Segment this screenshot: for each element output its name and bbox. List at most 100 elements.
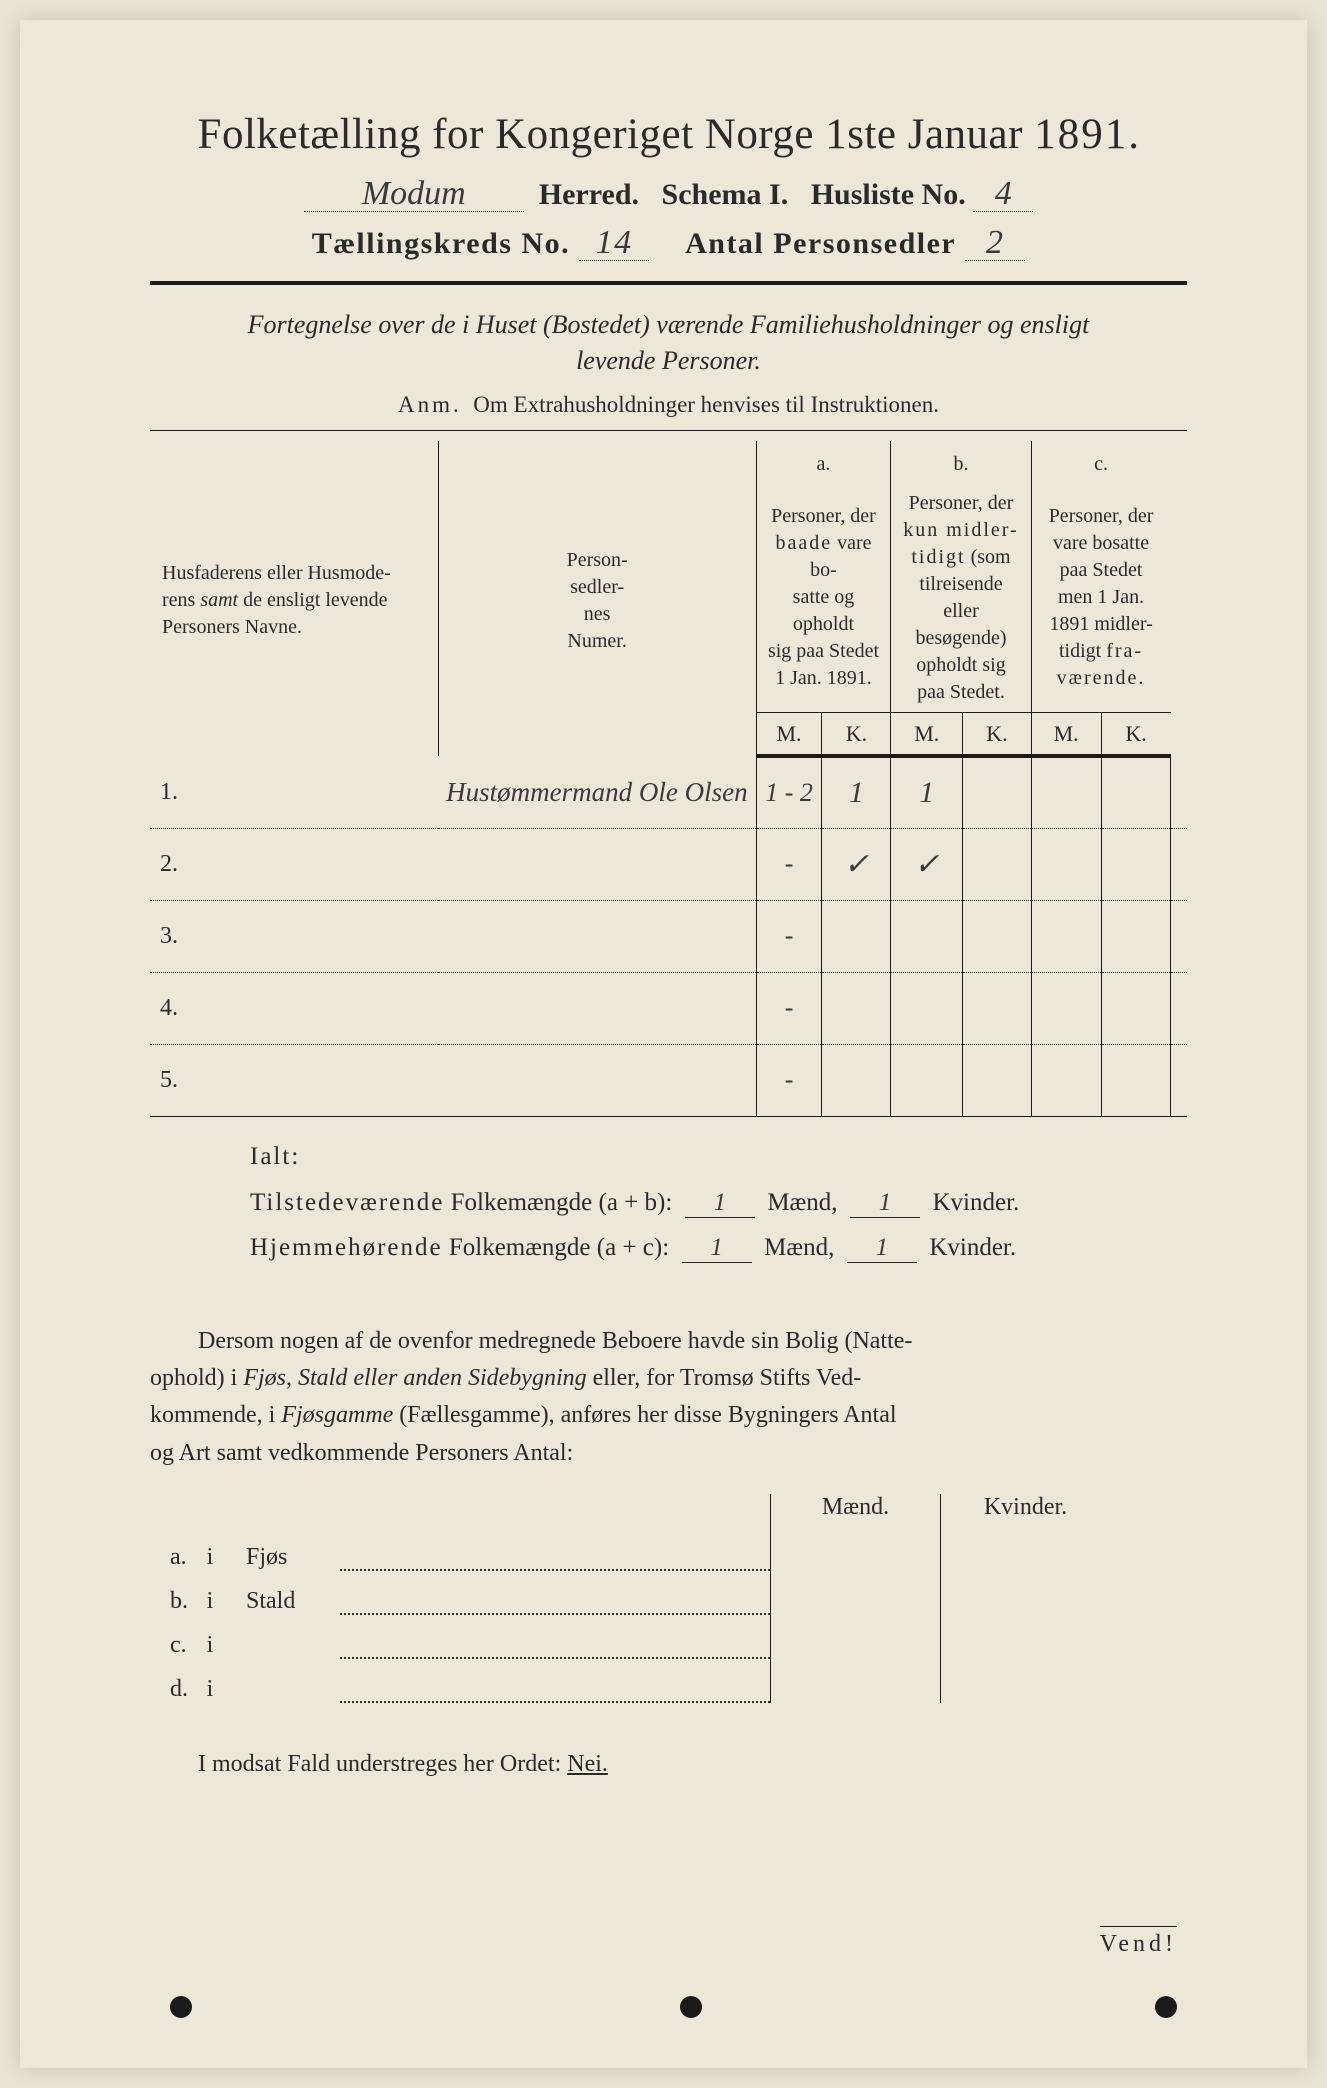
household-table: Husfaderens eller Husmode- rens samt de …: [150, 441, 1187, 1117]
fjos-letter: a.: [150, 1544, 190, 1571]
bK-cell: [1031, 972, 1101, 1044]
a-l4: sig paa Stedet: [768, 640, 879, 662]
col-a-desc: Personer, der baade vare bo- satte og op…: [756, 484, 891, 713]
fjos-letter: b.: [150, 1588, 190, 1615]
name-cell: [438, 1044, 756, 1116]
row-number: 4.: [150, 972, 438, 1044]
fjos-i: i: [190, 1676, 230, 1703]
sedler-label: Antal Personsedler: [685, 227, 956, 260]
sum1-sp: Tilstedeværende: [250, 1189, 444, 1216]
kreds-value: 14: [579, 226, 649, 261]
aK-cell: ✓: [891, 828, 963, 900]
fjos-i: i: [190, 1544, 230, 1571]
col-num-l2: sedler-: [570, 576, 624, 598]
b-l5: eller: [943, 600, 979, 622]
fjos-letter: d.: [150, 1676, 190, 1703]
fjos-what: Fjøs: [230, 1544, 340, 1571]
fjos-k-cell: [940, 1527, 1110, 1571]
fjos-row: d.i: [150, 1659, 1187, 1703]
fjos-k-cell: [940, 1571, 1110, 1615]
sedler-value: 2: [965, 226, 1025, 261]
a-l1: Personer, der: [771, 505, 876, 527]
ialt-label: Ialt:: [250, 1143, 1187, 1171]
sum2-rest: Folkemængde (a + c):: [443, 1234, 670, 1261]
sum2-k: 1: [847, 1234, 917, 1263]
dersom-l2a: ophold) i: [150, 1365, 243, 1391]
dersom-l4: og Art samt vedkommende Personers Antal:: [150, 1440, 573, 1466]
a-l2a: baade: [775, 532, 832, 554]
a-M: M.: [756, 712, 822, 756]
c-K: K.: [1101, 712, 1170, 756]
bM-cell: [963, 1044, 1031, 1116]
c-l1: Personer, der: [1049, 505, 1154, 527]
dersom-l3a: kommende, i: [150, 1402, 281, 1428]
modsat-nei: Nei.: [567, 1751, 608, 1777]
fjos-row: a.iFjøs: [150, 1527, 1187, 1571]
fjos-k-cell: [940, 1615, 1110, 1659]
col-c-desc: Personer, der vare bosatte paa Stedet me…: [1031, 484, 1170, 713]
modsat-pre: I modsat Fald understreges her Ordet:: [198, 1751, 567, 1777]
aK-cell: 1: [891, 756, 963, 828]
col-num-l4: Numer.: [567, 630, 626, 652]
col-b-desc: Personer, der kun midler- tidigt (som ti…: [891, 484, 1031, 713]
c-l2: vare bosatte: [1053, 532, 1149, 554]
dersom-l2c: eller, for Tromsø Stifts Ved-: [587, 1365, 862, 1391]
bK-cell: [1031, 756, 1101, 828]
census-form-page: Folketælling for Kongeriget Norge 1ste J…: [20, 20, 1307, 2068]
dersom-l3c: (Fællesgamme), anføres her disse Bygning…: [393, 1402, 896, 1428]
c-l5: 1891 midler-: [1049, 613, 1152, 635]
sum-row-ab: Tilstedeværende Folkemængde (a + b): 1 M…: [250, 1189, 1187, 1218]
cK-cell: [1171, 900, 1188, 972]
sum1-m: 1: [685, 1189, 755, 1218]
a-l5: 1 Jan. 1891.: [775, 667, 872, 689]
kreds-label: Tællingskreds No.: [312, 227, 570, 260]
fortegnelse-l1: Fortegnelse over de i Huset (Bostedet) v…: [248, 310, 1090, 339]
sum1-k: 1: [850, 1189, 920, 1218]
vend-label: Vend!: [1100, 1926, 1177, 1958]
aK-cell: [891, 972, 963, 1044]
fortegnelse: Fortegnelse over de i Huset (Bostedet) v…: [150, 307, 1187, 380]
sum1-kvinder: Kvinder.: [932, 1189, 1019, 1216]
a-l3: satte og opholdt: [793, 586, 855, 635]
fjos-head: Mænd. Kvinder.: [150, 1494, 1187, 1527]
punch-hole-icon: [1155, 1996, 1177, 2018]
table-row: 4. -: [150, 972, 1187, 1044]
col-b-label: b.: [891, 441, 1031, 484]
sum1-rest: Folkemængde (a + b):: [444, 1189, 672, 1216]
aM-cell: [822, 972, 891, 1044]
table-row: 5.-: [150, 1044, 1187, 1116]
b-M: M.: [891, 712, 963, 756]
col-name-l2b: samt: [200, 589, 238, 611]
c-l4: men 1 Jan.: [1058, 586, 1144, 608]
punch-hole-icon: [680, 1996, 702, 2018]
b-K: K.: [963, 712, 1031, 756]
a-K: K.: [822, 712, 891, 756]
fjos-row: c.i: [150, 1615, 1187, 1659]
aM-cell: [822, 900, 891, 972]
col-a-label: a.: [756, 441, 891, 484]
header-line-2: Modum Herred. Schema I. Husliste No. 4: [150, 177, 1187, 212]
bM-cell: [963, 900, 1031, 972]
name-cell: [438, 900, 756, 972]
aK-cell: [891, 1044, 963, 1116]
dotted-line: [340, 1597, 770, 1615]
cK-cell: [1171, 1044, 1188, 1116]
num-cell: -: [756, 972, 822, 1044]
table-row: 1.Hustømmermand Ole Olsen1 - 211: [150, 756, 1187, 828]
dotted-line: [340, 1553, 770, 1571]
bK-cell: [1031, 900, 1101, 972]
cM-cell: [1101, 828, 1170, 900]
col-name-l3: Personers Navne.: [162, 616, 302, 638]
aM-cell: 1: [822, 756, 891, 828]
rule-thick-1: [150, 281, 1187, 285]
fjos-i: i: [190, 1588, 230, 1615]
num-cell: -: [756, 1044, 822, 1116]
sum2-kvinder: Kvinder.: [929, 1234, 1016, 1261]
fjos-maend: Mænd.: [770, 1494, 940, 1527]
title: Folketælling for Kongeriget Norge 1ste J…: [150, 110, 1187, 159]
num-cell: -: [756, 828, 822, 900]
c-l3: paa Stedet: [1060, 559, 1143, 581]
fjos-kvinder: Kvinder.: [940, 1494, 1110, 1527]
row-number: 1.: [150, 756, 438, 828]
dersom-l1: Dersom nogen af de ovenfor medregnede Be…: [198, 1328, 912, 1354]
